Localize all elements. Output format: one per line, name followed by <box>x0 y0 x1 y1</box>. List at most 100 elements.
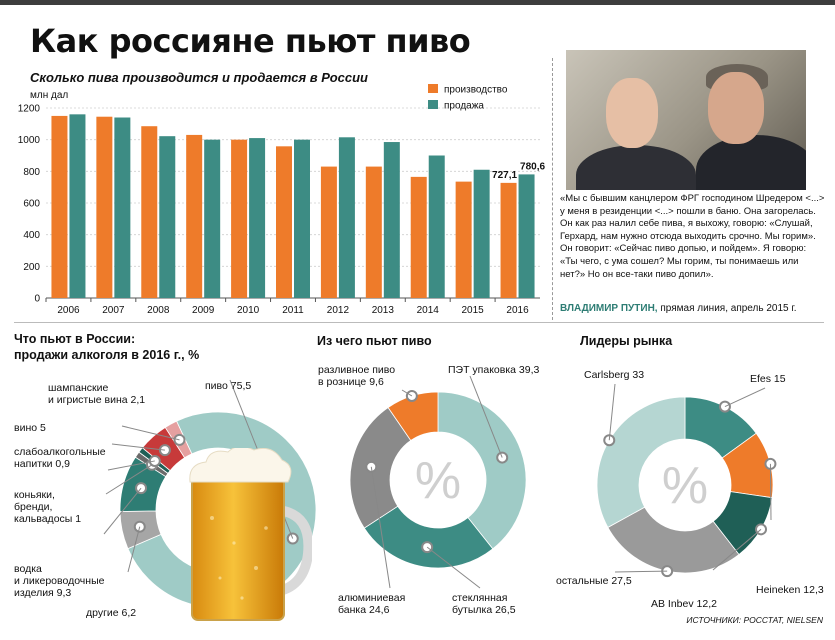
legend-swatch <box>428 84 438 93</box>
label-carlsberg: Carlsberg 33 <box>584 369 645 381</box>
y-tick-label: 1000 <box>18 135 41 146</box>
label-wine: вино 5 <box>14 422 46 434</box>
label-abinbev: AB Inbev 12,2 <box>651 598 717 610</box>
quote-attribution: ВЛАДИМИР ПУТИН, прямая линия, апрель 201… <box>560 303 797 314</box>
label-beer: пиво 75,5 <box>205 380 252 392</box>
slice-pet <box>437 391 527 550</box>
bar-sales <box>69 114 86 298</box>
label-low-alcohol: слабоалкогольные напитки 0,9 <box>14 446 106 470</box>
top-rule <box>0 0 835 5</box>
bar-sales <box>114 117 131 298</box>
bar-sales <box>159 136 176 298</box>
leader-line <box>111 443 165 451</box>
x-tick-label: 2010 <box>237 305 260 316</box>
y-tick-label: 1200 <box>18 104 41 115</box>
bar-sales <box>473 169 490 298</box>
bar-production <box>141 126 158 298</box>
leader-line <box>370 466 391 589</box>
x-tick-label: 2009 <box>192 305 215 316</box>
beer-mug-illustration <box>189 448 312 621</box>
leader-line <box>127 526 141 573</box>
leader-line <box>103 487 142 535</box>
leaders-donut: % <box>596 383 777 578</box>
label-pet: ПЭТ упаковка 39,3 <box>448 364 540 376</box>
x-tick-label: 2015 <box>462 305 485 316</box>
divider-vertical <box>552 58 553 320</box>
y-tick-label: 800 <box>23 167 40 178</box>
bar-sales <box>518 174 535 298</box>
legend-label: продажа <box>444 101 484 112</box>
percent-glyph: % <box>415 452 461 510</box>
bar-sales <box>204 139 221 298</box>
y-tick-label: 600 <box>23 199 40 210</box>
packaging-title: Из чего пьют пиво <box>317 334 432 348</box>
bar-sales <box>338 137 355 298</box>
slice-others <box>607 506 740 574</box>
x-tick-label: 2007 <box>102 305 125 316</box>
slice-glass <box>363 505 494 569</box>
marker-slice-can <box>365 460 378 473</box>
label-cognac: коньяки, бренди, кальвадосы 1 <box>14 489 82 525</box>
y-tick-label: 0 <box>34 294 40 305</box>
bar-sales <box>383 142 400 298</box>
y-tick-label: 400 <box>23 230 40 241</box>
marker-slice-vodka <box>135 482 148 495</box>
x-tick-label: 2006 <box>57 305 80 316</box>
bar-sales <box>249 138 266 298</box>
bar-production <box>276 146 292 298</box>
slice-carlsberg <box>596 396 686 528</box>
alcohol-title: Что пьют в России: продажи алкоголя в 20… <box>14 332 200 362</box>
bar-production <box>500 182 517 298</box>
x-tick-label: 2012 <box>327 305 350 316</box>
quote-author: ВЛАДИМИР ПУТИН, <box>560 303 658 314</box>
bar-production <box>365 166 382 298</box>
photo-putin-schroeder <box>566 50 806 190</box>
slice-can <box>349 406 412 529</box>
bar-production <box>96 116 113 298</box>
label-draft: разливное пиво в рознице 9,6 <box>318 364 396 388</box>
y-axis-unit: млн дал <box>30 90 69 101</box>
bar-production <box>410 176 427 298</box>
marker-slice-draft <box>405 389 418 402</box>
leader-line <box>769 463 772 521</box>
marker-slice-wine <box>158 444 171 457</box>
leader-line <box>469 375 503 458</box>
bar-sales <box>294 139 310 298</box>
quote-source: прямая линия, апрель 2015 г. <box>657 303 797 314</box>
bar-production <box>455 181 472 298</box>
leaders-title: Лидеры рынка <box>580 334 673 348</box>
label-efes: Efes 15 <box>750 373 786 385</box>
bar-production <box>320 166 337 298</box>
sources-note: ИСТОЧНИКИ: РОССТАТ, NIELSEN <box>686 615 823 625</box>
leader-line <box>426 546 481 589</box>
leader-line <box>401 389 413 397</box>
legend-label: производство <box>444 85 508 96</box>
data-label: 780,6 <box>520 161 545 172</box>
leader-line <box>608 383 616 441</box>
bar-production <box>231 139 248 298</box>
label-other: другие 6,2 <box>86 607 137 619</box>
percent-glyph: % <box>662 457 708 515</box>
legend-swatch <box>428 100 438 109</box>
x-tick-label: 2013 <box>372 305 395 316</box>
marker-slice-glass <box>421 541 434 554</box>
label-heineken: Heineken 12,3 <box>756 584 824 596</box>
quote-text: «Мы с бывшим канцлером ФРГ господином Шр… <box>560 193 825 280</box>
leader-line <box>121 425 180 441</box>
slice-draft <box>387 391 439 442</box>
divider-horizontal <box>14 322 824 323</box>
leader-line <box>614 570 668 573</box>
leader-line <box>712 528 762 571</box>
bar-chart: 0 200 400 600 800 1000 1200 2006 2007 2008 2009 201… <box>18 84 545 316</box>
x-tick-label: 2008 <box>147 305 170 316</box>
y-tick-label: 200 <box>23 262 40 273</box>
bar-production <box>51 115 68 299</box>
bar-production <box>186 134 203 298</box>
label-others: остальные 27,5 <box>556 575 632 587</box>
leader-line <box>724 387 766 408</box>
infographic-title: Как россияне пьют пиво <box>30 22 471 60</box>
label-vodka: водка и ликероводочные изделия 9,3 <box>14 563 105 599</box>
x-tick-label: 2011 <box>282 305 304 316</box>
leader-line <box>105 464 153 495</box>
leader-line <box>107 460 155 471</box>
